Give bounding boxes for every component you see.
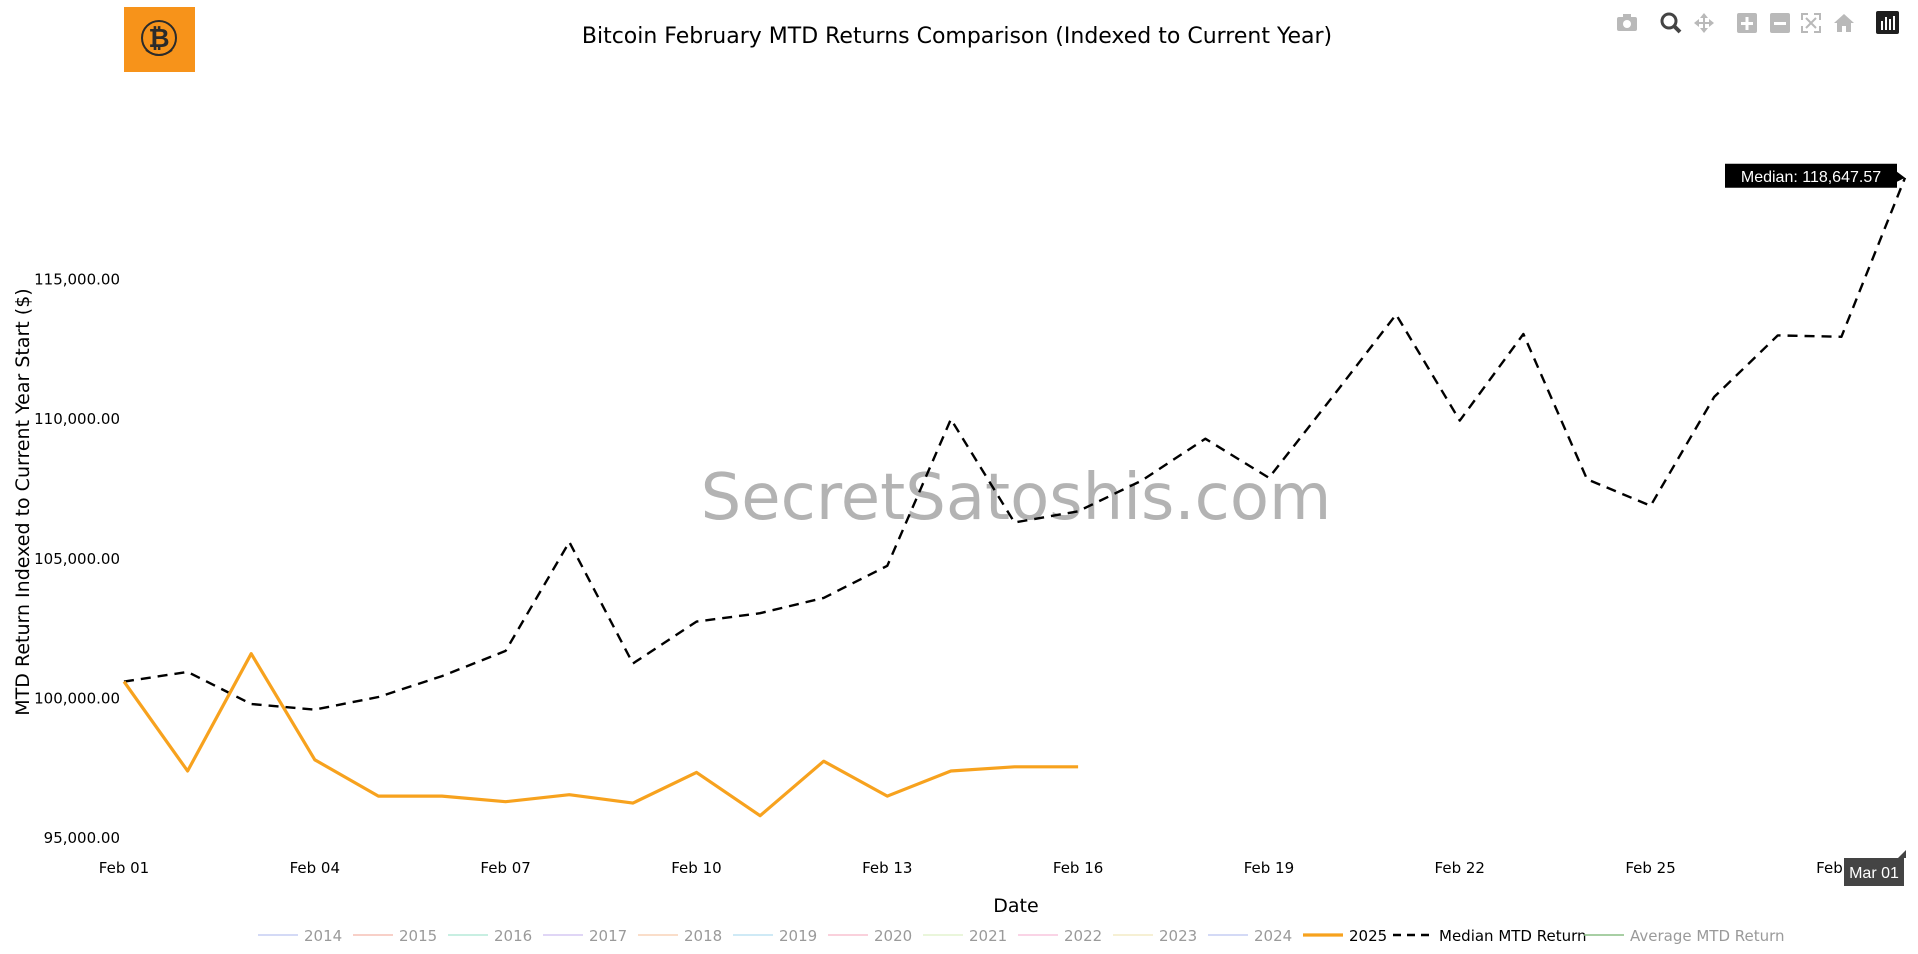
legend-label: 2021 [969, 927, 1007, 945]
legend-label: 2014 [304, 927, 342, 945]
series-line-median-mtd-return[interactable] [123, 177, 1907, 711]
legend-item-2019[interactable]: 2019 [733, 927, 817, 945]
watermark: SecretSatoshis.com [701, 461, 1332, 535]
y-tick-label: 110,000.00 [34, 410, 120, 428]
autoscale-icon[interactable] [1801, 13, 1821, 33]
svg-text:₿: ₿ [148, 24, 169, 54]
reset-axes-icon[interactable] [1834, 14, 1854, 32]
legend-label: 2025 [1349, 927, 1387, 945]
x-tick-label: Feb 13 [862, 859, 912, 877]
hover-label-text: Median: 118,647.57 [1741, 169, 1881, 186]
legend-label: 2019 [779, 927, 817, 945]
y-tick-label: 105,000.00 [34, 550, 120, 568]
y-axis: 95,000.00 100,000.00 105,000.00 110,000.00 1… [34, 271, 120, 847]
x-tick-label: Feb 01 [99, 859, 149, 877]
bitcoin-logo-icon[interactable]: ₿ [124, 7, 195, 72]
legend-label: 2024 [1254, 927, 1292, 945]
legend-item-2018[interactable]: 2018 [638, 927, 722, 945]
y-tick-label: 95,000.00 [44, 829, 120, 847]
legend-label: Median MTD Return [1439, 927, 1587, 945]
legend-item-2023[interactable]: 2023 [1113, 927, 1197, 945]
hover-labels: Median: 118,647.57 Mar 01 [1725, 163, 1906, 886]
legend-label: 2020 [874, 927, 912, 945]
x-tick-label: Feb 19 [1244, 859, 1294, 877]
legend: 2014 2015 2016 2017 2018 2019 2020 2021 2022 2023… [258, 927, 1785, 945]
x-tick-label: Feb 10 [671, 859, 721, 877]
chart-title: Bitcoin February MTD Returns Comparison … [582, 24, 1332, 49]
legend-label: Average MTD Return [1630, 927, 1785, 945]
legend-label: 2023 [1159, 927, 1197, 945]
y-tick-label: 115,000.00 [34, 271, 120, 289]
legend-item-2025[interactable]: 2025 [1303, 927, 1387, 945]
legend-label: 2016 [494, 927, 532, 945]
legend-item-2015[interactable]: 2015 [353, 927, 437, 945]
hover-x-label: Mar 01 [1844, 850, 1906, 886]
legend-item-2017[interactable]: 2017 [543, 927, 627, 945]
x-axis: Feb 01 Feb 04 Feb 07 Feb 10 Feb 13 Feb 16 Feb … [99, 859, 1867, 877]
zoom-icon[interactable] [1660, 12, 1682, 34]
legend-label: 2022 [1064, 927, 1102, 945]
y-tick-label: 100,000.00 [34, 689, 120, 707]
legend-item-2024[interactable]: 2024 [1208, 927, 1292, 945]
x-axis-title: Date [993, 895, 1038, 917]
legend-item-2016[interactable]: 2016 [448, 927, 532, 945]
series-line-2025[interactable] [122, 652, 1079, 818]
legend-item-median-mtd-return[interactable]: Median MTD Return [1393, 927, 1587, 945]
modebar [1617, 11, 1899, 34]
legend-item-2021[interactable]: 2021 [923, 927, 1007, 945]
hover-label-median: Median: 118,647.57 [1725, 163, 1905, 188]
plot-area [122, 177, 1907, 818]
legend-item-average-mtd-return[interactable]: Average MTD Return [1584, 927, 1785, 945]
plotly-logo-icon[interactable] [1876, 11, 1899, 34]
legend-label: 2017 [589, 927, 627, 945]
zoom-in-icon[interactable] [1737, 13, 1757, 33]
x-tick-label: Feb 16 [1053, 859, 1103, 877]
legend-item-2014[interactable]: 2014 [258, 927, 342, 945]
camera-icon[interactable] [1617, 14, 1637, 31]
legend-item-2022[interactable]: 2022 [1018, 927, 1102, 945]
x-tick-label: Feb 04 [290, 859, 340, 877]
y-axis-title: MTD Return Indexed to Current Year Start… [12, 288, 34, 715]
hover-x-label-text: Mar 01 [1849, 865, 1899, 882]
pan-icon[interactable] [1694, 13, 1714, 33]
x-tick-label: Feb 22 [1435, 859, 1485, 877]
legend-item-2020[interactable]: 2020 [828, 927, 912, 945]
x-tick-label: Feb 25 [1625, 859, 1675, 877]
zoom-out-icon[interactable] [1770, 13, 1790, 33]
legend-label: 2018 [684, 927, 722, 945]
x-tick-label: Feb 07 [480, 859, 530, 877]
legend-label: 2015 [399, 927, 437, 945]
